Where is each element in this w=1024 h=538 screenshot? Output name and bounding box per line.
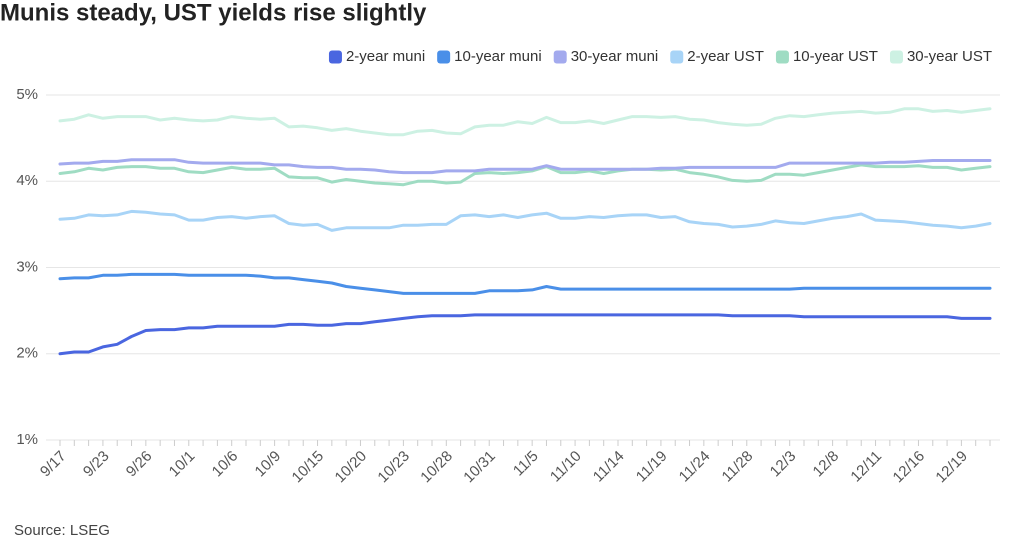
legend-label: 30-year muni: [571, 48, 659, 65]
y-tick-label: 2%: [16, 345, 38, 362]
lines: [58, 107, 992, 356]
legend-label: 2-year UST: [687, 48, 764, 65]
legend: 30-year UST 10-year UST 2-year UST 30-year …: [328, 48, 992, 65]
chart-title: Munis steady, UST yields rise slightly: [0, 0, 427, 26]
series-line: [58, 313, 992, 356]
x-tick-label: 10/23: [374, 448, 413, 487]
legend-label: 10-year muni: [454, 48, 542, 65]
x-tick-label: 10/9: [252, 448, 285, 481]
x-tick-label: 11/5: [510, 448, 542, 480]
series-line: [58, 158, 992, 175]
y-tick-label: 3%: [16, 258, 38, 275]
legend-label: 2-year muni: [346, 48, 425, 65]
x-tick-label: 10/31: [460, 448, 499, 487]
y-tick-label: 5%: [16, 86, 38, 103]
x-tick-label: 12/11: [847, 448, 885, 486]
x-tick-label: 11/24: [676, 448, 714, 486]
x-tick-label: 9/17: [37, 448, 70, 481]
x-tick-label: 11/28: [719, 448, 757, 486]
x-tick-label: 11/19: [633, 448, 671, 486]
legend-swatch: [889, 50, 903, 64]
x-tick-label: 10/20: [332, 448, 371, 487]
x-tick-label: 12/19: [932, 448, 971, 487]
y-tick-label: 4%: [16, 172, 38, 189]
x-tick-label: 10/28: [417, 448, 456, 487]
series-line: [58, 209, 992, 232]
x-axis: 9/17 9/23 9/26 10/1 10/6 10/9 10/15 10/20 10/23 1…: [37, 440, 991, 487]
source-note: Source: LSEG: [14, 522, 110, 538]
x-tick-label: 11/14: [590, 448, 628, 486]
legend-swatch: [437, 50, 451, 64]
x-tick-label: 10/15: [289, 448, 328, 487]
legend-swatch: [775, 50, 789, 64]
legend-label: 10-year UST: [793, 48, 878, 65]
legend-swatch: [328, 50, 342, 64]
x-tick-label: 10/6: [209, 448, 242, 481]
x-tick-label: 12/8: [810, 448, 843, 481]
x-tick-label: 12/3: [767, 448, 800, 481]
series-line: [58, 272, 992, 295]
legend-swatch: [670, 50, 684, 64]
series-line: [58, 163, 992, 187]
grid: 1% 2% 3% 4% 5%: [16, 86, 1000, 448]
x-tick-label: 9/26: [123, 448, 156, 481]
y-tick-label: 1%: [16, 431, 38, 448]
x-tick-label: 11/10: [547, 448, 585, 486]
legend-swatch: [553, 50, 567, 64]
x-tick-label: 10/1: [166, 448, 199, 481]
x-tick-label: 9/23: [80, 448, 113, 481]
legend-label: 30-year UST: [907, 48, 992, 65]
x-tick-label: 12/16: [890, 448, 929, 487]
series-line: [58, 107, 992, 137]
